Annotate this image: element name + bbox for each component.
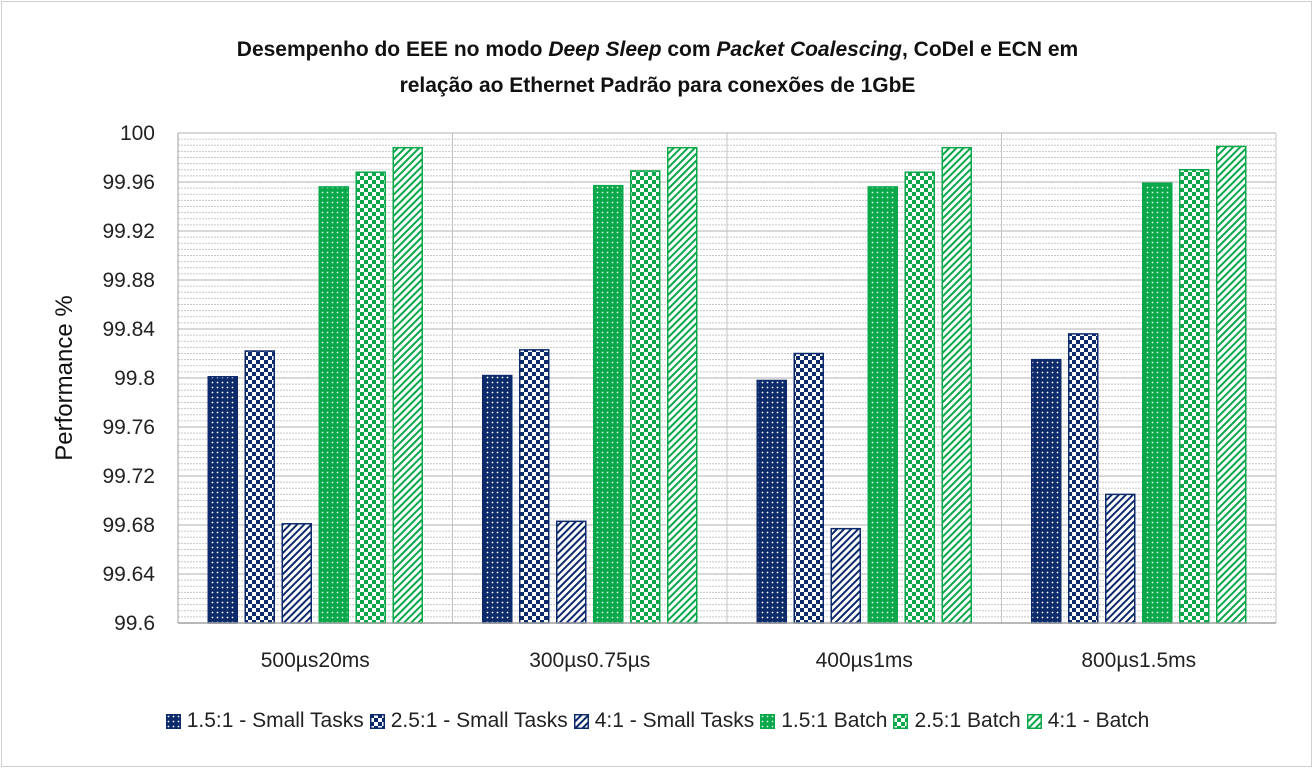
- x-tick-label: 400µs1ms: [816, 649, 913, 672]
- bar-4-1-small-tasks-0: [281, 523, 312, 624]
- bar-2-5-1-batch-3: [1179, 169, 1210, 624]
- bar-1-5-1-batch-3: [1142, 182, 1173, 624]
- bar-1-5-1-small-tasks-3: [1031, 358, 1062, 624]
- bar-4-1-batch-3: [1216, 145, 1247, 624]
- bars: [207, 145, 1247, 624]
- legend-label: 1.5:1 - Small Tasks: [186, 709, 364, 732]
- chart-title-line-1: Desempenho do EEE no modo Deep Sleep com…: [0, 32, 1315, 68]
- x-tick-label: 800µs1.5ms: [1081, 649, 1196, 672]
- chart-title: Desempenho do EEE no modo Deep Sleep com…: [0, 32, 1315, 104]
- bar-2-5-1-small-tasks-2: [793, 352, 824, 624]
- y-tick-label: 99.92: [102, 220, 155, 243]
- bar-2-5-1-batch-0: [355, 171, 386, 624]
- x-tick-label: 300µs0.75µs: [529, 649, 650, 672]
- legend-item: 1.5:1 - Small Tasks: [165, 709, 364, 733]
- chart-title-line-2: relação ao Ethernet Padrão para conexões…: [399, 74, 916, 97]
- bar-2-5-1-small-tasks-1: [519, 349, 550, 624]
- legend-label: 2.5:1 - Small Tasks: [390, 709, 568, 732]
- bar-4-1-small-tasks-2: [830, 527, 861, 624]
- chart-title-part: Packet Coalescing: [716, 38, 902, 61]
- x-tick-label: 500µs20ms: [261, 649, 370, 672]
- legend-item: 4:1 - Batch: [1026, 709, 1150, 733]
- y-tick-label: 99.64: [102, 563, 155, 586]
- legend-item: 2.5:1 Batch: [893, 709, 1021, 733]
- legend-swatch: [165, 713, 181, 729]
- legend-swatch: [573, 713, 589, 729]
- bar-2-5-1-batch-2: [904, 171, 935, 624]
- bar-1-5-1-batch-0: [318, 186, 349, 624]
- bar-1-5-1-batch-1: [593, 184, 624, 624]
- legend-swatch: [893, 713, 909, 729]
- chart-title-part: com: [661, 38, 717, 61]
- bar-1-5-1-small-tasks-2: [756, 379, 787, 624]
- y-tick-label: 99.76: [102, 416, 155, 439]
- bar-1-5-1-small-tasks-1: [482, 374, 513, 624]
- bar-4-1-small-tasks-3: [1105, 493, 1136, 624]
- y-tick-label: 99.84: [102, 318, 155, 341]
- legend-item: 2.5:1 - Small Tasks: [369, 709, 568, 733]
- y-axis-label: Performance %: [51, 295, 78, 460]
- legend: 1.5:1 - Small Tasks 2.5:1 - Small Tasks 4:…: [0, 706, 1315, 736]
- legend-item: 4:1 - Small Tasks: [573, 709, 755, 733]
- legend-swatch: [369, 713, 385, 729]
- legend-label: 1.5:1 Batch: [781, 709, 888, 732]
- y-tick-label: 99.72: [102, 465, 155, 488]
- chart-title-part: , CoDel e ECN em: [901, 38, 1079, 61]
- y-tick-label: 99.68: [102, 514, 155, 537]
- y-tick-label: 99.88: [102, 269, 155, 292]
- bar-4-1-batch-0: [392, 146, 423, 624]
- chart-title-part: Deep Sleep: [548, 38, 662, 61]
- legend-label: 4:1 - Small Tasks: [594, 709, 755, 732]
- legend-swatch: [760, 713, 776, 729]
- legend-item: 1.5:1 Batch: [760, 709, 887, 733]
- bar-1-5-1-batch-2: [867, 186, 898, 624]
- bar-4-1-batch-1: [667, 146, 698, 624]
- bar-2-5-1-batch-1: [630, 170, 661, 624]
- y-tick-label: 99.6: [114, 612, 155, 635]
- y-tick-label: 100: [120, 122, 155, 145]
- bar-1-5-1-small-tasks-0: [207, 376, 238, 624]
- bar-2-5-1-small-tasks-0: [244, 350, 275, 624]
- y-tick-label: 99.96: [102, 171, 155, 194]
- legend-label: 4:1 - Batch: [1047, 709, 1150, 732]
- y-tick-label: 99.8: [114, 367, 155, 390]
- bar-chart: Performance % 99.699.6499.6899.7299.7699…: [51, 122, 1277, 672]
- tick-labels: 99.6 99.64 99.68 99.72 99.76 99.8 99.84 99.88 99…: [102, 122, 1196, 672]
- legend-swatch: [1026, 713, 1042, 729]
- axes: [177, 133, 1276, 624]
- bar-2-5-1-small-tasks-3: [1068, 333, 1099, 624]
- bar-4-1-small-tasks-1: [556, 520, 587, 624]
- legend-label: 2.5:1 Batch: [914, 709, 1021, 732]
- chart-title-part: Desempenho do EEE no modo: [236, 38, 549, 61]
- bar-4-1-batch-2: [941, 146, 972, 624]
